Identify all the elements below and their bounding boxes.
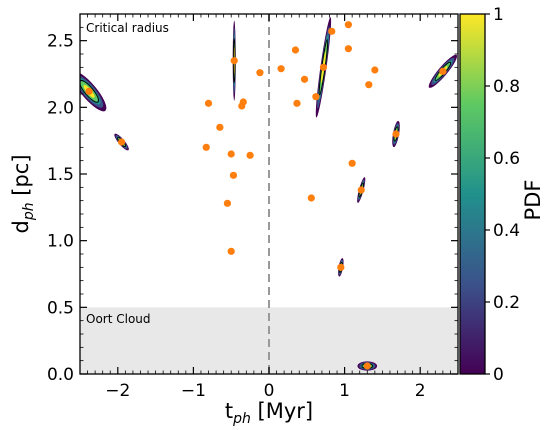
data-point xyxy=(227,247,235,255)
data-point xyxy=(319,63,328,71)
data-point xyxy=(202,143,210,151)
y-axis-title: dph [pc] xyxy=(9,154,37,233)
data-point xyxy=(392,130,400,138)
critical-radius-label: Critical radius xyxy=(86,21,169,35)
data-point xyxy=(204,99,213,107)
x-tick-label: 1 xyxy=(339,381,350,401)
data-point xyxy=(293,99,301,107)
data-point xyxy=(312,93,320,101)
data-point xyxy=(439,67,447,75)
x-axis-title: tph [Myr] xyxy=(225,399,313,427)
data-point xyxy=(227,150,235,158)
data-point xyxy=(117,138,126,146)
data-point xyxy=(229,171,238,179)
data-point xyxy=(291,46,300,54)
x-axis-ticks: −2 −1 0 1 2 xyxy=(79,14,459,401)
data-point xyxy=(348,159,356,167)
y-tick-label: 0.5 xyxy=(47,298,74,318)
data-point xyxy=(371,66,379,74)
y-tick-label: 1.5 xyxy=(47,165,74,185)
data-point xyxy=(85,87,93,95)
x-tick-label: 0 xyxy=(264,381,275,401)
y-tick-label: 1.0 xyxy=(47,232,74,252)
data-points xyxy=(85,21,447,370)
colorbar-ticks: 0 0.2 0.4 0.6 0.8 1 xyxy=(485,5,520,385)
colorbar-tick-label: 0.4 xyxy=(493,221,520,241)
data-point xyxy=(365,81,373,89)
data-point xyxy=(223,199,232,207)
colorbar-tick-label: 0.8 xyxy=(493,77,520,97)
data-point xyxy=(239,98,247,106)
data-point xyxy=(344,45,352,53)
data-point xyxy=(363,362,371,370)
x-tick-label: −2 xyxy=(105,381,130,401)
colorbar-label: PDF xyxy=(521,180,544,221)
colorbar-tick-label: 0 xyxy=(493,365,504,385)
colorbar-gradient xyxy=(459,13,486,375)
colorbar-tick-label: 1 xyxy=(493,5,504,25)
x-tick-label: 2 xyxy=(415,381,426,401)
data-point xyxy=(277,65,285,73)
y-axis-ticks: 0.0 0.5 1.0 1.5 2.0 2.5 xyxy=(47,26,458,385)
data-point xyxy=(307,194,315,202)
colorbar: 0 0.2 0.4 0.6 0.8 1 PDF xyxy=(459,5,544,385)
plot-area: −2 −1 0 1 2 0.0 0.5 1.0 1.5 2.0 2.5 Critical radi… xyxy=(47,13,459,401)
data-point xyxy=(246,151,254,159)
y-tick-label: 2.0 xyxy=(47,98,74,118)
data-point xyxy=(230,57,238,65)
y-tick-label: 2.5 xyxy=(47,32,74,52)
data-point xyxy=(344,21,352,29)
data-point xyxy=(337,263,345,271)
data-point xyxy=(328,27,336,35)
data-point xyxy=(216,123,224,131)
oort-cloud-label: Oort Cloud xyxy=(86,312,151,326)
colorbar-tick-label: 0.6 xyxy=(493,149,520,169)
x-tick-label: −1 xyxy=(181,381,206,401)
y-tick-label: 0.0 xyxy=(47,365,74,385)
data-point xyxy=(256,69,264,77)
data-point xyxy=(300,75,309,83)
data-point xyxy=(357,186,365,194)
colorbar-tick-label: 0.2 xyxy=(493,293,520,313)
